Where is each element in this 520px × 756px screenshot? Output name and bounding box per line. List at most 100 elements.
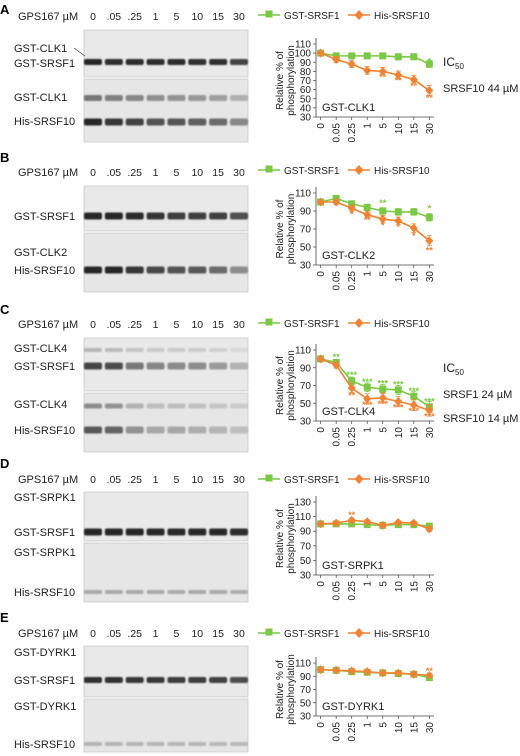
y-axis-label-line1: Relative % of (275, 356, 286, 415)
data-point-diamond (409, 518, 418, 528)
chart-title: GST-CLK2 (322, 250, 375, 262)
data-point-square (363, 52, 371, 60)
legend-entry: GST-SRSF1 (284, 166, 340, 177)
data-point-diamond (378, 668, 387, 678)
blot-label: His-SRSF10 (14, 265, 75, 277)
blot-label: GST-CLK4 (14, 399, 67, 411)
chart-legend: GST-SRSF1 His-SRSF10 (258, 165, 430, 177)
significance-mark: ** (379, 72, 387, 82)
legend-entry: His-SRSF10 (374, 166, 430, 177)
data-point-square (410, 53, 418, 61)
dose-unit-label: GPS167 µM (18, 474, 78, 486)
blot-band (209, 590, 228, 594)
data-point-diamond (394, 216, 403, 226)
series-his-srsf10 (316, 515, 434, 534)
significance-mark: *** (393, 403, 404, 413)
significance-mark: *** (409, 406, 420, 416)
blot-strip-upper (83, 29, 249, 78)
legend-marker-diamond (354, 165, 364, 175)
x-tick-label: 0 (316, 271, 327, 277)
series-his-srsf10 (316, 354, 434, 417)
data-point-square (379, 52, 387, 60)
legend-entry: GST-SRSF1 (284, 475, 340, 486)
blot-band (104, 95, 123, 101)
dose-label: 15 (212, 628, 224, 640)
data-point-square (425, 213, 433, 221)
dose-label: 0 (90, 474, 96, 486)
blot-band (104, 528, 123, 536)
y-tick-label: 110 (295, 512, 311, 523)
x-tick-label: 10 (394, 722, 405, 734)
blot-label: His-SRSF10 (14, 739, 75, 751)
y-tick-label: 90 (300, 363, 312, 374)
dose-label: .25 (127, 167, 142, 179)
significance-mark: * (428, 56, 432, 66)
x-tick-label: 0 (316, 123, 327, 129)
x-tick-label: 5 (378, 427, 389, 433)
dose-label: 5 (174, 319, 180, 331)
blot-band (146, 742, 165, 746)
legend-marker-square (265, 474, 273, 482)
legend-marker-square (265, 165, 273, 173)
series-his-srsf10 (316, 197, 434, 247)
data-point-diamond (316, 665, 325, 675)
blot-band (188, 528, 207, 536)
ic50-title: IC50 (443, 361, 464, 377)
blot-label: GST-SRSF1 (14, 675, 75, 687)
significance-mark: *** (346, 370, 357, 380)
blot-strip-lower (83, 392, 249, 453)
x-tick-label: 1 (363, 271, 374, 277)
blot-band (125, 362, 144, 370)
blot-band (146, 95, 165, 101)
x-tick-label: 0.25 (347, 722, 358, 742)
blot-band (230, 403, 248, 409)
blot-band (84, 742, 102, 746)
blot-band (146, 266, 165, 274)
blot-band (230, 528, 248, 536)
data-point-diamond (378, 393, 387, 403)
x-tick-label: 10 (394, 123, 405, 135)
ic50-title-main: IC (443, 55, 455, 69)
legend-entry: His-SRSF10 (374, 319, 430, 330)
dose-label: 30 (233, 167, 245, 179)
y-tick-label: 70 (300, 225, 312, 236)
blot-band (209, 118, 228, 126)
blot-band (84, 426, 102, 434)
data-point-diamond (347, 515, 356, 525)
data-point-diamond (409, 75, 418, 85)
data-point-diamond (332, 518, 341, 528)
data-point-square (394, 386, 402, 394)
y-axis-label-line2: phosphorylation (286, 503, 297, 574)
blot-band (209, 59, 228, 65)
blot-label: His-SRSF10 (14, 587, 75, 599)
dose-label: 15 (212, 167, 224, 179)
blot-label: GST-SRPK1 (14, 492, 76, 504)
data-point-diamond (363, 65, 372, 75)
significance-mark: * (428, 203, 432, 213)
blot-band (230, 677, 248, 683)
data-point-diamond (394, 668, 403, 678)
blot-band (146, 590, 165, 594)
blot-band (104, 742, 123, 746)
significance-mark: *** (409, 386, 420, 396)
blot-strip-lower (83, 78, 249, 143)
y-tick-label: 50 (300, 399, 312, 410)
blot-band (230, 118, 248, 126)
y-axis-label-line2: phosphorylation (286, 45, 297, 116)
blot-band (84, 348, 102, 352)
x-tick-label: 30 (425, 427, 436, 439)
x-tick-label: 1 (363, 722, 374, 728)
x-tick-label: 0.05 (332, 722, 343, 742)
blot-band (188, 742, 207, 746)
data-point-square (394, 53, 402, 61)
significance-mark: ** (364, 215, 372, 225)
chart-legend: GST-SRSF1 His-SRSF10 (258, 628, 430, 640)
dose-unit-label: GPS167 µM (18, 628, 78, 640)
blot-band (167, 742, 186, 746)
data-point-square (363, 383, 371, 391)
data-point-diamond (316, 197, 325, 207)
data-point-diamond (394, 396, 403, 406)
